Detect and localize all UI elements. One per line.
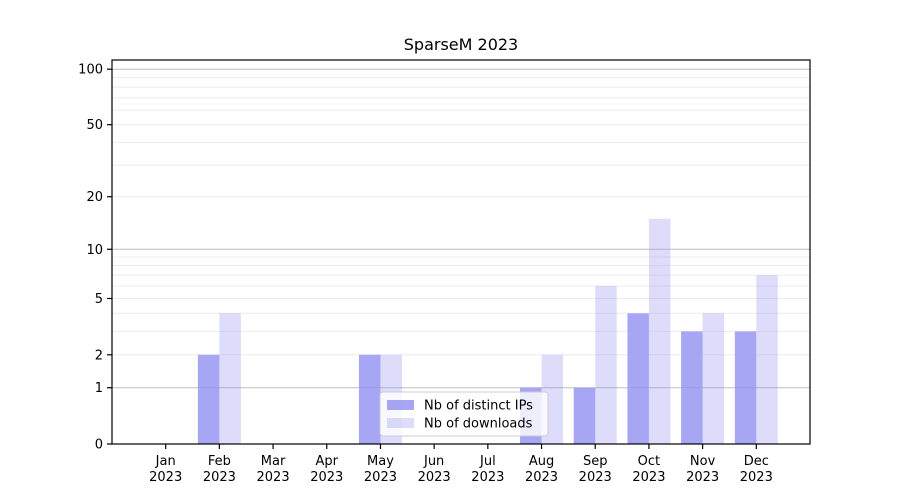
x-tick-label-month: May bbox=[367, 454, 394, 469]
x-tick-label-month: Aug bbox=[529, 454, 554, 469]
bar-distinct-ips-may bbox=[358, 354, 381, 444]
bar-distinct-ips-dec bbox=[734, 331, 757, 444]
x-tick-label-year: 2023 bbox=[579, 470, 612, 485]
legend-swatch-distinct-ips bbox=[387, 400, 414, 410]
x-tick-label-year: 2023 bbox=[471, 470, 504, 485]
y-tick-label: 20 bbox=[86, 190, 103, 205]
x-tick-label-month: Apr bbox=[316, 454, 339, 469]
x-tick-label-month: Jun bbox=[423, 454, 444, 469]
bar-distinct-ips-nov bbox=[681, 331, 703, 444]
legend-swatch-downloads bbox=[387, 418, 414, 428]
x-tick-label-year: 2023 bbox=[310, 470, 343, 485]
legend-label-distinct-ips: Nb of distinct IPs bbox=[424, 399, 533, 414]
bar-downloads-dec bbox=[756, 275, 778, 444]
x-tick-label-year: 2023 bbox=[364, 470, 397, 485]
bar-distinct-ips-sep bbox=[573, 387, 596, 444]
y-tick-label: 100 bbox=[78, 63, 103, 78]
x-tick-label-year: 2023 bbox=[203, 470, 236, 485]
y-tick-label: 2 bbox=[95, 348, 103, 363]
x-tick-label-year: 2023 bbox=[149, 470, 182, 485]
x-tick-label-year: 2023 bbox=[525, 470, 558, 485]
bar-downloads-nov bbox=[702, 313, 725, 444]
bar-distinct-ips-oct bbox=[627, 313, 649, 444]
y-tick-label: 10 bbox=[86, 243, 103, 258]
x-tick-label-month: Jul bbox=[479, 454, 496, 469]
x-tick-label-month: Jan bbox=[155, 454, 176, 469]
y-tick-label: 1 bbox=[95, 381, 103, 396]
x-tick-label-month: Nov bbox=[690, 454, 716, 469]
x-tick-label-month: Feb bbox=[208, 454, 231, 469]
legend-label-downloads: Nb of downloads bbox=[424, 417, 533, 432]
bar-downloads-oct bbox=[648, 218, 671, 444]
y-tick-label: 0 bbox=[95, 438, 103, 453]
x-tick-label-year: 2023 bbox=[686, 470, 719, 485]
chart-title: SparseM 2023 bbox=[403, 35, 519, 54]
plot-border bbox=[111, 59, 811, 445]
x-tick-label-year: 2023 bbox=[257, 470, 290, 485]
y-tick-label: 50 bbox=[86, 118, 103, 133]
legend-box bbox=[379, 391, 549, 437]
y-tick-label: 5 bbox=[95, 292, 103, 307]
x-tick-label-year: 2023 bbox=[740, 470, 773, 485]
bar-downloads-feb bbox=[219, 313, 241, 444]
x-tick-label-month: Sep bbox=[583, 454, 608, 469]
x-tick-label-month: Mar bbox=[261, 454, 286, 469]
x-tick-label-year: 2023 bbox=[418, 470, 451, 485]
bar-downloads-sep bbox=[595, 285, 617, 444]
x-tick-label-year: 2023 bbox=[632, 470, 665, 485]
x-tick-label-month: Dec bbox=[744, 454, 769, 469]
x-tick-label-month: Oct bbox=[638, 454, 660, 469]
bar-distinct-ips-feb bbox=[197, 354, 220, 444]
